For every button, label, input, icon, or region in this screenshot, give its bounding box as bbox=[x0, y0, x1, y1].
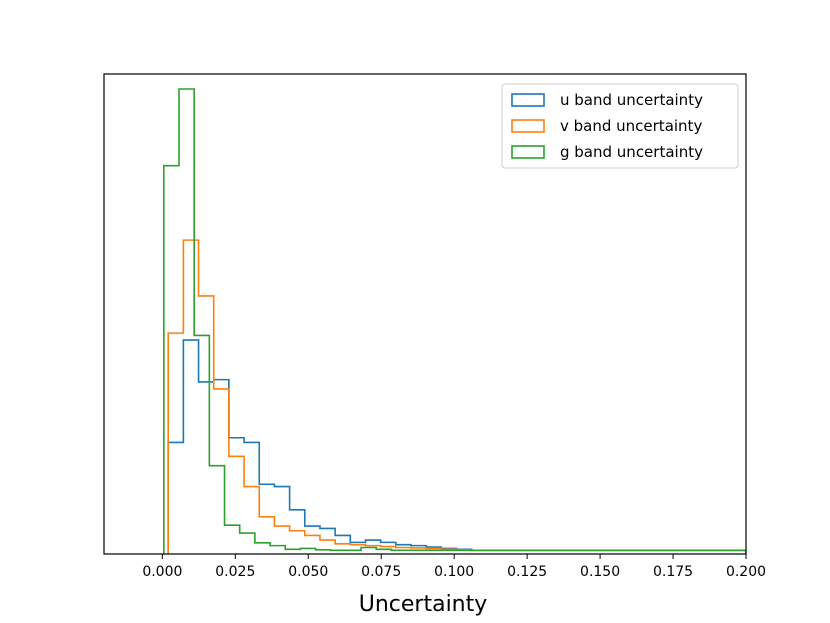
plot-area bbox=[163, 88, 746, 554]
legend: u band uncertainty v band uncertainty g ba… bbox=[501, 83, 739, 169]
legend-label: u band uncertainty bbox=[560, 91, 703, 109]
legend-label: v band uncertainty bbox=[560, 117, 702, 135]
legend-swatch bbox=[511, 93, 545, 107]
x-tick-label: 0.100 bbox=[434, 564, 474, 580]
x-tick-label: 0.075 bbox=[361, 564, 401, 580]
axes-frame bbox=[103, 73, 747, 555]
histogram-series-1 bbox=[167, 339, 746, 554]
x-axis-ticks: 0.000 0.025 0.050 0.075 0.100 0.125 0.150 0.175… bbox=[142, 554, 766, 580]
x-tick-label: 0.050 bbox=[288, 564, 328, 580]
x-axis-title: Uncertainty bbox=[359, 592, 488, 617]
x-tick-label: 0.025 bbox=[215, 564, 255, 580]
legend-swatch bbox=[511, 145, 545, 159]
legend-box bbox=[501, 83, 739, 169]
x-tick-label: 0.175 bbox=[653, 564, 693, 580]
x-tick-label: 0.000 bbox=[142, 564, 182, 580]
histogram-series-2 bbox=[167, 239, 746, 554]
histogram-series-3 bbox=[163, 88, 746, 554]
x-tick-label: 0.125 bbox=[507, 564, 547, 580]
legend-label: g band uncertainty bbox=[560, 143, 703, 161]
x-tick-label: 0.150 bbox=[580, 564, 620, 580]
legend-swatch bbox=[511, 119, 545, 133]
x-tick-label: 0.200 bbox=[726, 564, 766, 580]
